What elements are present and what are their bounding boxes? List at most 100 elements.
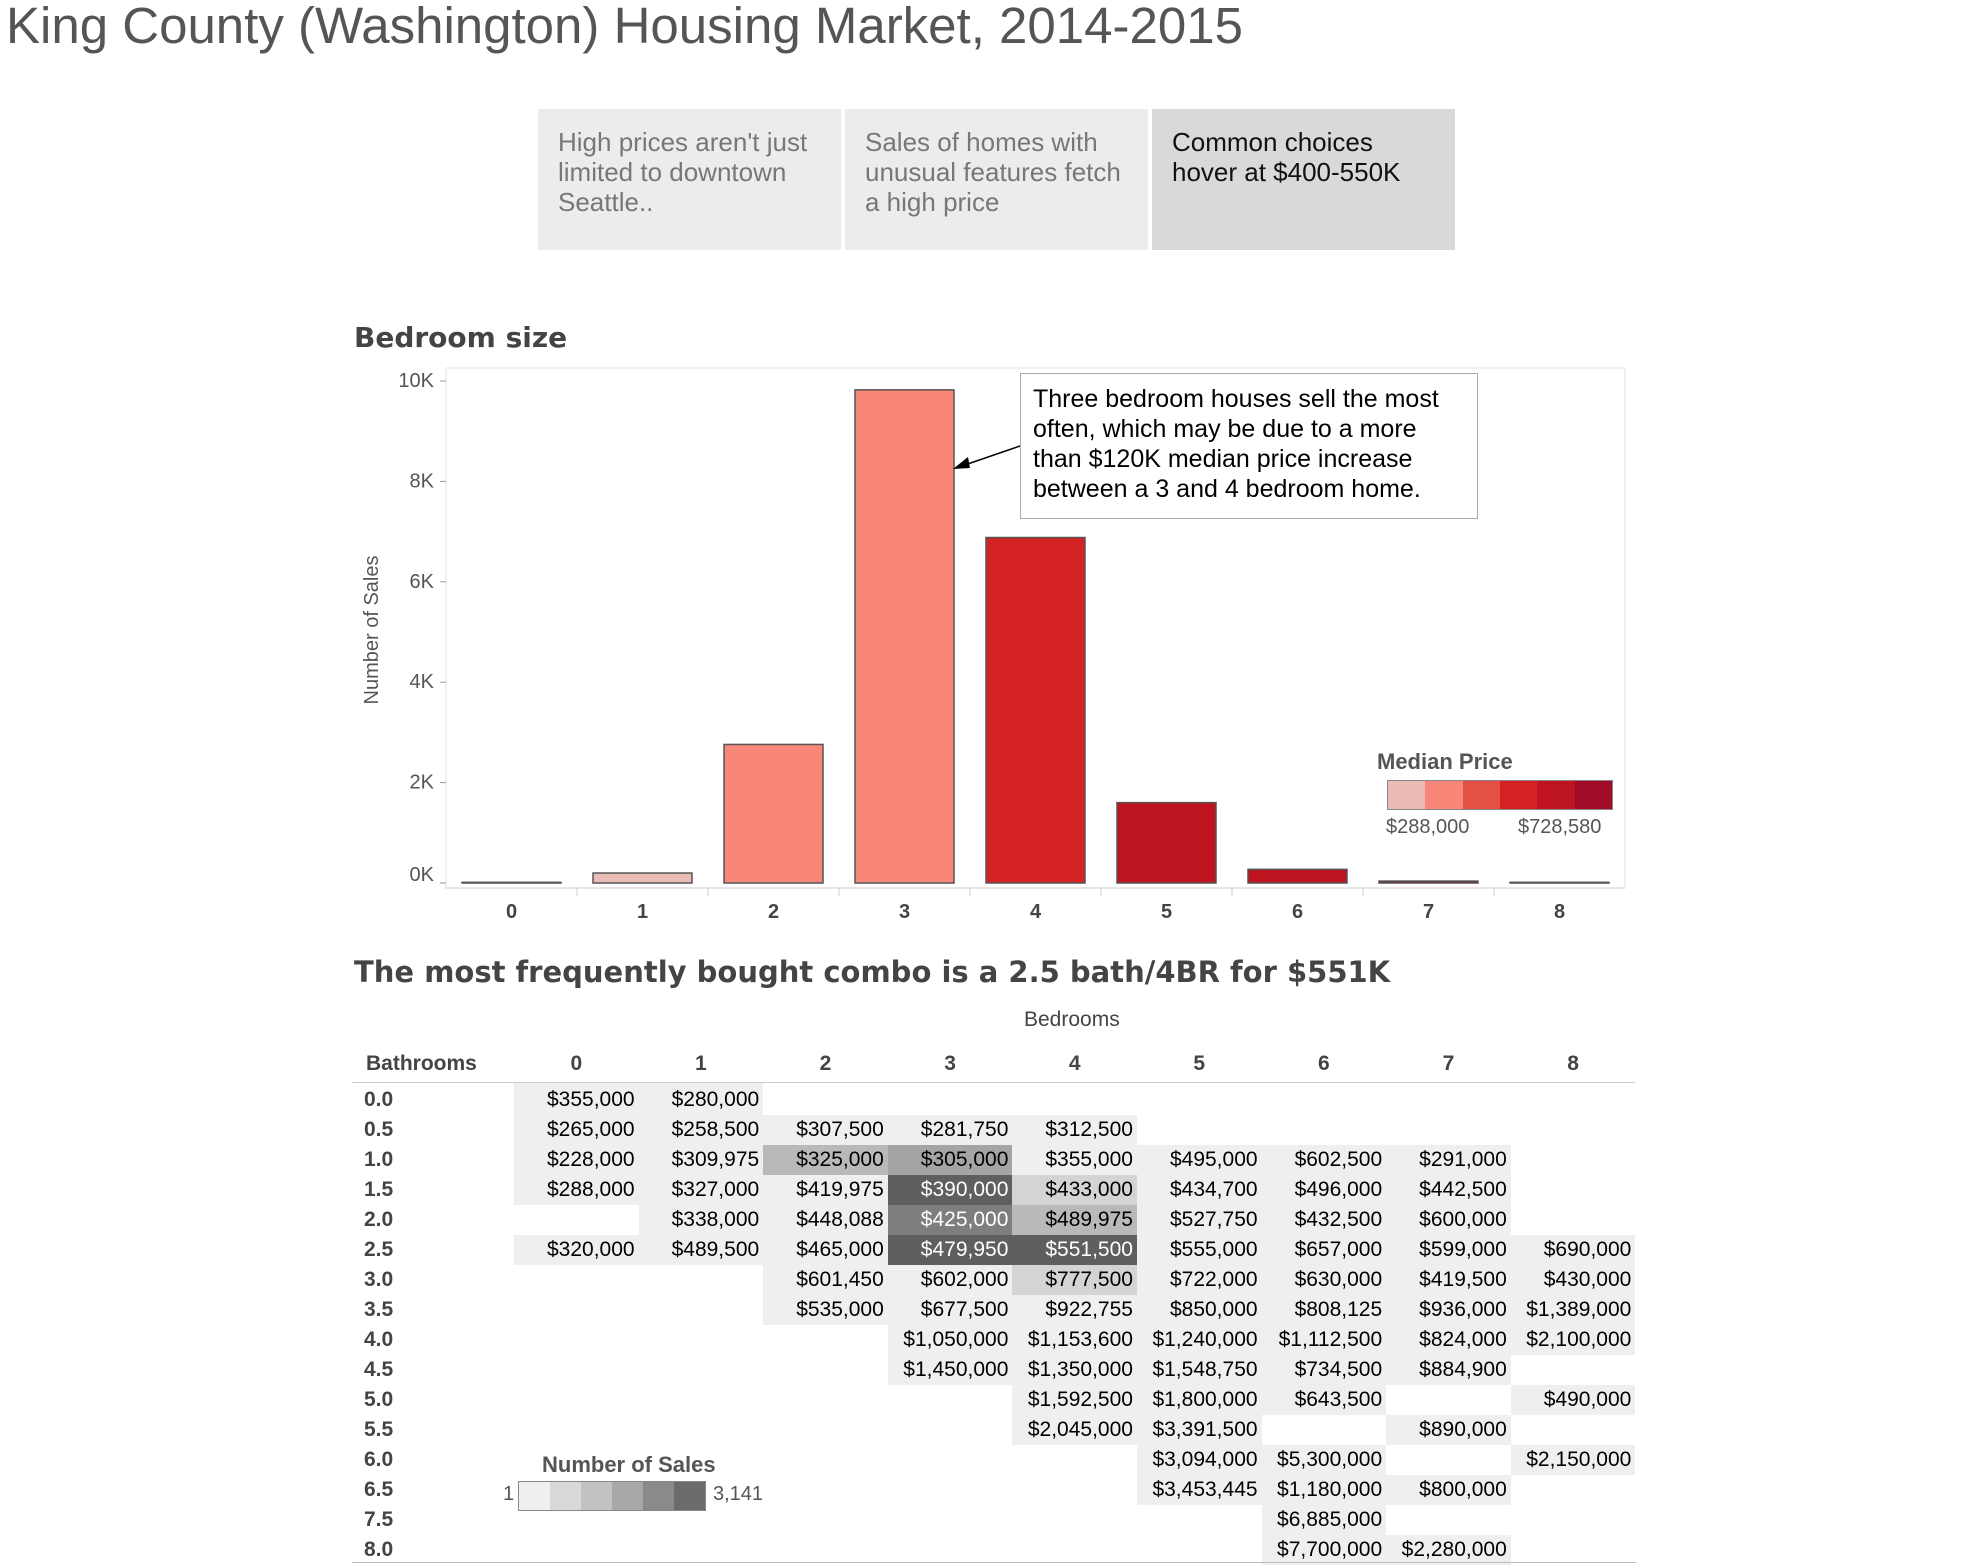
- price-cell[interactable]: $824,000: [1386, 1325, 1511, 1355]
- bar-bedrooms-7[interactable]: [1378, 880, 1479, 884]
- price-cell[interactable]: $884,900: [1386, 1355, 1511, 1385]
- empty-cell: [639, 1355, 764, 1385]
- price-cell[interactable]: $599,000: [1386, 1235, 1511, 1265]
- bathrooms-row-label: 1.0: [364, 1148, 394, 1171]
- price-cell[interactable]: $1,180,000: [1261, 1475, 1387, 1505]
- price-cell[interactable]: $734,500: [1261, 1355, 1387, 1385]
- price-cell[interactable]: $1,800,000: [1136, 1385, 1262, 1415]
- price-cell[interactable]: $690,000: [1510, 1235, 1636, 1265]
- price-cell[interactable]: $281,750: [887, 1115, 1013, 1145]
- price-cell[interactable]: $602,000: [887, 1265, 1013, 1295]
- price-cell[interactable]: $430,000: [1510, 1265, 1636, 1295]
- price-cell[interactable]: $489,500: [638, 1235, 764, 1265]
- price-cell[interactable]: $777,500: [1012, 1265, 1137, 1295]
- bar-bedrooms-4[interactable]: [985, 536, 1086, 884]
- price-cell[interactable]: $320,000: [514, 1235, 639, 1265]
- empty-cell: [639, 1325, 764, 1355]
- price-cell[interactable]: $2,100,000: [1510, 1325, 1636, 1355]
- price-cell[interactable]: $2,280,000: [1386, 1535, 1511, 1565]
- empty-cell: [763, 1325, 888, 1355]
- price-cell[interactable]: $3,391,500: [1136, 1415, 1262, 1445]
- price-cell[interactable]: $1,350,000: [1012, 1355, 1137, 1385]
- price-cell[interactable]: $307,500: [763, 1115, 888, 1145]
- price-cell[interactable]: $280,000: [638, 1082, 764, 1115]
- price-cell[interactable]: $495,000: [1136, 1145, 1262, 1175]
- price-cell[interactable]: $2,150,000: [1510, 1445, 1636, 1475]
- story-point-3[interactable]: Common choices hover at $400-550K: [1152, 109, 1455, 250]
- empty-cell: [888, 1083, 1013, 1116]
- price-cell[interactable]: $490,000: [1510, 1385, 1636, 1415]
- price-cell[interactable]: $643,500: [1261, 1385, 1387, 1415]
- price-cell[interactable]: $555,000: [1136, 1235, 1262, 1265]
- price-cell[interactable]: $288,000: [514, 1175, 639, 1205]
- price-cell[interactable]: $1,240,000: [1136, 1325, 1262, 1355]
- price-cell[interactable]: $433,000: [1012, 1175, 1137, 1205]
- price-cell[interactable]: $265,000: [514, 1115, 639, 1145]
- price-cell[interactable]: $850,000: [1136, 1295, 1262, 1325]
- price-cell[interactable]: $551,500: [1012, 1235, 1137, 1265]
- price-cell[interactable]: $448,088: [763, 1205, 888, 1235]
- price-cell[interactable]: $1,592,500: [1012, 1385, 1137, 1415]
- price-cell[interactable]: $338,000: [638, 1205, 764, 1235]
- bar-bedrooms-8[interactable]: [1509, 881, 1610, 884]
- price-cell[interactable]: $258,500: [638, 1115, 764, 1145]
- bar-bedrooms-0[interactable]: [461, 881, 562, 884]
- price-cell[interactable]: $630,000: [1261, 1265, 1387, 1295]
- price-cell[interactable]: $228,000: [514, 1145, 639, 1175]
- price-cell[interactable]: $425,000: [887, 1205, 1013, 1235]
- price-cell[interactable]: $1,112,500: [1261, 1325, 1387, 1355]
- price-cell[interactable]: $2,045,000: [1012, 1415, 1137, 1445]
- price-cell[interactable]: $355,000: [514, 1082, 639, 1115]
- price-cell[interactable]: $1,548,750: [1136, 1355, 1262, 1385]
- price-cell[interactable]: $489,975: [1012, 1205, 1137, 1235]
- story-point-2[interactable]: Sales of homes with unusual features fet…: [845, 109, 1148, 250]
- price-cell[interactable]: $291,000: [1386, 1145, 1511, 1175]
- price-cell[interactable]: $527,750: [1136, 1205, 1262, 1235]
- price-cell[interactable]: $305,000: [887, 1145, 1013, 1175]
- empty-cell: [888, 1415, 1013, 1445]
- price-cell[interactable]: $465,000: [763, 1235, 888, 1265]
- price-cell[interactable]: $390,000: [887, 1175, 1013, 1205]
- price-cell[interactable]: $3,094,000: [1136, 1445, 1262, 1475]
- price-cell[interactable]: $309,975: [638, 1145, 764, 1175]
- price-cell[interactable]: $419,975: [763, 1175, 888, 1205]
- price-cell[interactable]: $1,153,600: [1012, 1325, 1137, 1355]
- bar-bedrooms-2[interactable]: [723, 743, 824, 884]
- price-cell[interactable]: $600,000: [1386, 1205, 1511, 1235]
- price-cell[interactable]: $601,450: [763, 1265, 888, 1295]
- bar-bedrooms-5[interactable]: [1116, 801, 1217, 884]
- price-cell[interactable]: $657,000: [1261, 1235, 1387, 1265]
- price-cell[interactable]: $325,000: [763, 1145, 888, 1175]
- bar-bedrooms-1[interactable]: [592, 872, 693, 884]
- price-cell[interactable]: $5,300,000: [1261, 1445, 1387, 1475]
- price-cell[interactable]: $1,050,000: [887, 1325, 1013, 1355]
- story-point-1[interactable]: High prices aren't just limited to downt…: [538, 109, 841, 250]
- price-cell[interactable]: $722,000: [1136, 1265, 1262, 1295]
- price-cell[interactable]: $535,000: [763, 1295, 888, 1325]
- price-cell[interactable]: $442,500: [1386, 1175, 1511, 1205]
- empty-cell: [1511, 1535, 1636, 1565]
- price-cell[interactable]: $800,000: [1386, 1475, 1511, 1505]
- price-cell[interactable]: $890,000: [1386, 1415, 1511, 1445]
- price-cell[interactable]: $1,450,000: [887, 1355, 1013, 1385]
- price-cell[interactable]: $6,885,000: [1261, 1505, 1387, 1535]
- price-cell[interactable]: $327,000: [638, 1175, 764, 1205]
- price-cell[interactable]: $419,500: [1386, 1265, 1511, 1295]
- price-cell[interactable]: $3,453,445: [1136, 1475, 1262, 1505]
- price-cell[interactable]: $312,500: [1012, 1115, 1137, 1145]
- price-cell[interactable]: $677,500: [887, 1295, 1013, 1325]
- bar-bedrooms-3[interactable]: [854, 389, 955, 884]
- price-cell[interactable]: $922,755: [1012, 1295, 1137, 1325]
- empty-cell: [888, 1505, 1013, 1535]
- price-cell[interactable]: $432,500: [1261, 1205, 1387, 1235]
- price-cell[interactable]: $479,950: [887, 1235, 1013, 1265]
- price-cell[interactable]: $1,389,000: [1510, 1295, 1636, 1325]
- price-cell[interactable]: $7,700,000: [1261, 1535, 1387, 1565]
- price-cell[interactable]: $496,000: [1261, 1175, 1387, 1205]
- price-cell[interactable]: $808,125: [1261, 1295, 1387, 1325]
- price-cell[interactable]: $355,000: [1012, 1145, 1137, 1175]
- price-cell[interactable]: $602,500: [1261, 1145, 1387, 1175]
- bar-bedrooms-6[interactable]: [1247, 868, 1348, 884]
- price-cell[interactable]: $936,000: [1386, 1295, 1511, 1325]
- price-cell[interactable]: $434,700: [1136, 1175, 1262, 1205]
